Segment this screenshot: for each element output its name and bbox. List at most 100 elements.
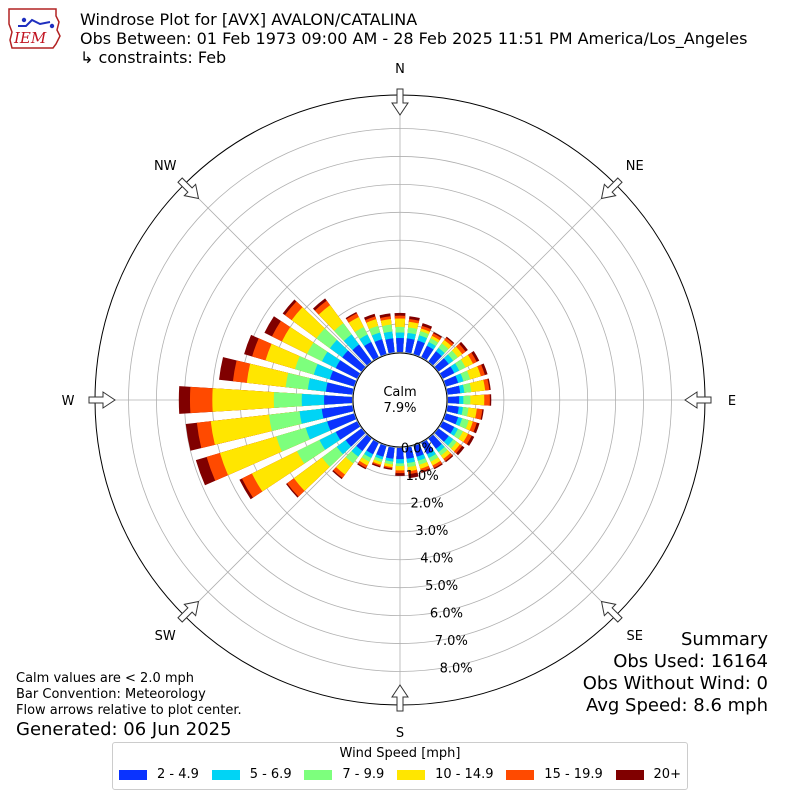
windrose-bar-segment	[345, 428, 366, 447]
summary-obs-without-wind: Obs Without Wind: 0	[582, 673, 768, 694]
windrose-bar-segment	[335, 421, 361, 440]
legend-label: 20+	[653, 767, 681, 782]
radial-tick-label: 4.0%	[420, 551, 453, 566]
windrose-bar-segment	[376, 443, 387, 457]
constraints: ↳ constraints: Feb	[80, 48, 227, 67]
windrose-bar-segment	[386, 446, 395, 459]
windrose-bar-segment	[385, 338, 395, 354]
legend-items: 2 - 4.9 5 - 6.9 7 - 9.9 10 - 14.9 15 - 19.9 2…	[119, 767, 681, 782]
generated-date: Generated: 06 Jun 2025	[16, 719, 232, 740]
windrose-bar-segment	[446, 405, 459, 414]
windrose-bar-segment	[327, 413, 357, 431]
windrose-bar-segment	[439, 421, 455, 434]
legend-item: 10 - 14.9	[397, 767, 494, 782]
windrose-bar-segment	[439, 366, 455, 379]
radial-tick-label: 2.0%	[411, 496, 444, 511]
radial-gridline	[184, 433, 367, 616]
windrose-bar-segment	[428, 351, 442, 366]
flow-arrow-icon	[88, 391, 116, 409]
radial-tick-label: 5.0%	[425, 579, 458, 594]
flow-arrow-icon	[391, 684, 409, 712]
legend: Wind Speed [mph] 2 - 4.9 5 - 6.9 7 - 9.9 10…	[112, 742, 688, 790]
radial-tick-label: 8.0%	[440, 661, 473, 676]
svg-text:IEM: IEM	[13, 29, 47, 47]
radial-tick-label: 0.0%	[401, 441, 434, 456]
windrose-bar-segment	[324, 395, 353, 405]
legend-swatch	[615, 769, 644, 780]
obs-between: Obs Between: 01 Feb 1973 09:00 AM - 28 F…	[80, 29, 748, 48]
windrose-bar-segment	[447, 396, 460, 404]
windrose-bar-segment	[405, 338, 415, 354]
calm-note: Calm values are < 2.0 mph	[16, 671, 195, 686]
windrose-bar-segment	[325, 382, 354, 395]
legend-item: 5 - 6.9	[211, 767, 292, 782]
summary-title: Summary	[681, 629, 768, 650]
compass-label-nw: NW	[154, 159, 177, 174]
windrose-bar-segment	[396, 447, 404, 460]
compass-label-s: S	[396, 726, 404, 741]
windrose-bar-segment	[434, 428, 449, 442]
summary-avg-speed: Avg Speed: 8.6 mph	[586, 695, 768, 716]
ring-gridline	[128, 128, 672, 672]
summary-obs-used: Obs Used: 16164	[613, 651, 768, 672]
legend-label: 5 - 6.9	[249, 767, 292, 782]
windrose-bar-segment	[413, 340, 425, 357]
calm-value: 7.9%	[383, 401, 416, 416]
windrose-bar-segment	[396, 338, 404, 353]
radial-gridline	[433, 184, 616, 367]
windrose-bar-segment	[428, 434, 442, 449]
compass-label-ne: NE	[626, 159, 644, 174]
flow-arrow-icon	[684, 391, 712, 409]
iem-logo: IEM	[6, 6, 62, 50]
windrose-bar-segment	[413, 443, 424, 457]
legend-swatch	[304, 769, 333, 780]
compass-label-sw: SW	[155, 629, 176, 644]
windrose-bar-segment	[321, 405, 354, 419]
legend-swatch	[211, 769, 240, 780]
legend-item: 20+	[615, 767, 681, 782]
windrose-bar-segment	[443, 413, 459, 425]
windrose-bar-segment	[364, 341, 379, 361]
chart-title: Windrose Plot for [AVX] AVALON/CATALINA	[80, 10, 418, 29]
windrose-bar-segment	[434, 358, 449, 372]
compass-label-e: E	[728, 394, 736, 409]
legend-swatch	[119, 769, 147, 780]
windrose-bar-segment	[352, 344, 372, 366]
windrose-bar-segment	[342, 350, 366, 372]
legend-swatch	[397, 769, 426, 780]
flow-arrow-icon	[391, 88, 409, 116]
notes-block: Calm values are < 2.0 mph Bar Convention…	[16, 671, 242, 719]
windrose-bar-segment	[335, 360, 361, 379]
iowa-state-outline-icon: IEM	[8, 8, 61, 49]
legend-swatch	[506, 769, 535, 780]
legend-label: 10 - 14.9	[435, 767, 494, 782]
flow-arrow-icon	[177, 177, 200, 200]
compass-label-n: N	[395, 62, 405, 77]
radial-tick-label: 1.0%	[406, 469, 439, 484]
radial-tick-label: 3.0%	[415, 524, 448, 539]
radial-tick-label: 6.0%	[430, 606, 463, 621]
legend-item: 2 - 4.9	[119, 767, 199, 782]
windrose-bar-segment	[329, 370, 357, 387]
radial-tick-label: 7.0%	[435, 634, 468, 649]
windrose-bar-segment	[374, 339, 387, 357]
ring-gridline	[156, 156, 644, 644]
legend-label: 15 - 19.9	[544, 767, 603, 782]
windrose-bar-segment	[366, 439, 379, 455]
windrose-bar-segment	[356, 434, 372, 452]
legend-label: 7 - 9.9	[342, 767, 385, 782]
legend-item: 15 - 19.9	[506, 767, 603, 782]
compass-label-se: SE	[627, 629, 643, 644]
legend-item: 7 - 9.9	[304, 767, 384, 782]
calm-circle	[352, 352, 448, 448]
windrose-bar-segment	[443, 375, 459, 387]
flow-note: Flow arrows relative to plot center.	[16, 703, 242, 718]
radial-gridline	[184, 184, 367, 367]
bar-convention: Bar Convention: Meteorology	[16, 687, 206, 702]
windrose-bar-segment	[421, 439, 434, 455]
windrose-bar-segment	[446, 385, 461, 395]
summary-block: Summary Obs Used: 16164 Obs Without Wind…	[583, 629, 768, 717]
calm-label: Calm	[383, 385, 416, 400]
legend-title: Wind Speed [mph]	[339, 746, 461, 761]
